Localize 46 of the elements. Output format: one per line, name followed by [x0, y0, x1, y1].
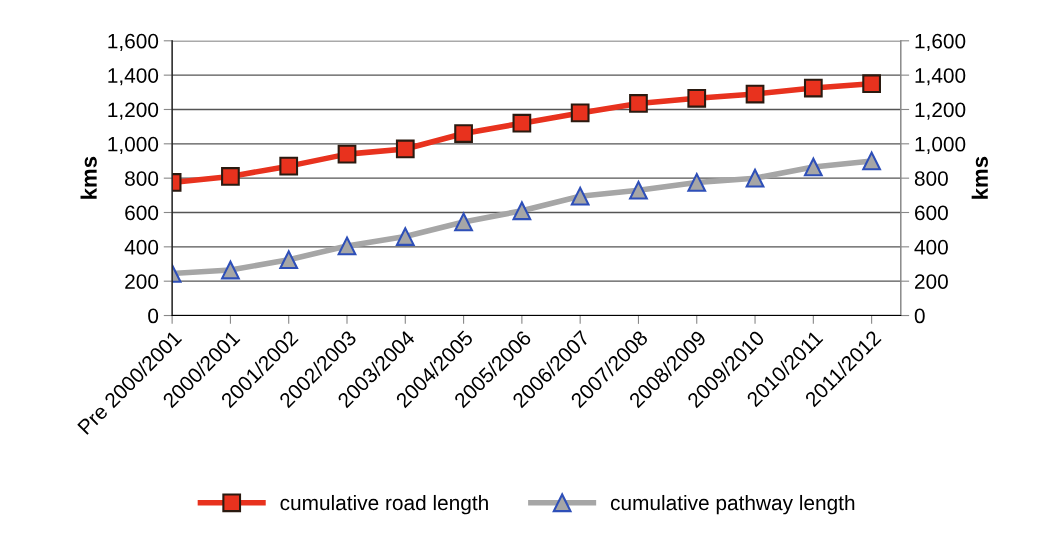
y2-tick-label: 1,000 — [915, 136, 966, 155]
point — [862, 74, 881, 94]
point — [803, 78, 823, 98]
y2-tick-label: 800 — [914, 171, 948, 186]
point — [629, 94, 648, 113]
y-tick-label: 800 — [125, 171, 159, 186]
y-tick-label: 1,400 — [108, 68, 159, 86]
y-tick-label: 600 — [125, 205, 159, 221]
point — [337, 144, 357, 164]
y2-tick-label: 400 — [914, 239, 948, 255]
y2-tick-label: 1,400 — [915, 68, 966, 86]
point — [745, 168, 765, 188]
legend-label: cumulative road length — [280, 494, 488, 515]
y-tick-label: 0 — [148, 308, 159, 324]
point — [862, 151, 881, 171]
point — [454, 212, 473, 232]
y2-axis-title: kms — [971, 156, 988, 199]
point — [279, 156, 299, 176]
y-tick-label: 400 — [124, 239, 159, 255]
y-tick-label: 1,000 — [108, 136, 159, 155]
y2-tick-label: 200 — [915, 274, 948, 289]
point — [803, 157, 823, 177]
point — [454, 124, 473, 143]
point — [221, 260, 240, 280]
point — [687, 88, 707, 108]
point — [512, 113, 532, 133]
y-tick-label: 1,600 — [108, 33, 159, 52]
point — [745, 84, 765, 104]
y2-tick-label: 0 — [914, 308, 925, 324]
point — [512, 201, 532, 221]
point — [221, 167, 240, 186]
y-tick-label: 200 — [125, 274, 159, 289]
y-axis-title: kms — [80, 156, 97, 199]
point — [395, 227, 415, 246]
point — [570, 103, 590, 123]
point — [395, 139, 415, 159]
point — [629, 180, 648, 200]
y-tick-label: 1,200 — [108, 102, 159, 120]
point — [337, 236, 357, 256]
y2-tick-label: 1,600 — [915, 33, 966, 52]
legend-label: cumulative pathway length — [610, 494, 855, 515]
point — [687, 173, 707, 192]
y2-tick-label: 1,200 — [915, 102, 966, 120]
point — [570, 186, 590, 206]
y2-tick-label: 600 — [915, 205, 948, 221]
point — [279, 250, 299, 270]
